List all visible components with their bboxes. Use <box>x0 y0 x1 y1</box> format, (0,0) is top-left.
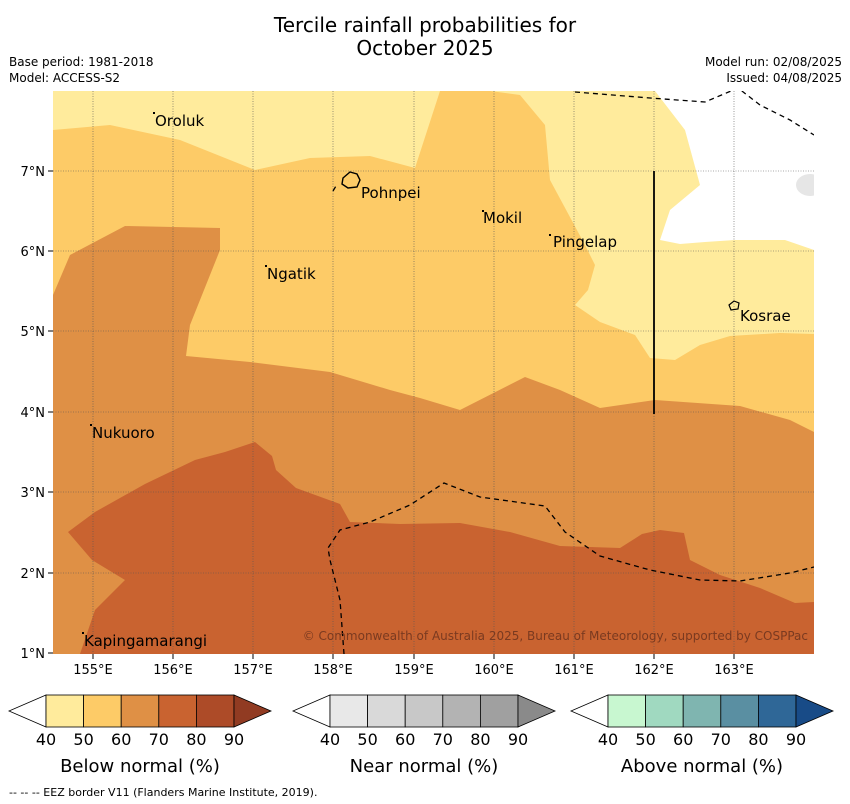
lat-tick: 5°N <box>21 325 46 340</box>
colorbar-over-triangle <box>233 694 273 728</box>
probability-field <box>53 91 814 654</box>
eez-border <box>327 91 814 654</box>
lon-tick: 157°E <box>233 663 273 678</box>
colorbar-segment <box>195 694 235 728</box>
colorbar-tick-label: 80 <box>186 730 206 749</box>
colorbar-tick-label: 40 <box>36 730 56 749</box>
colorbar-tick-label: 60 <box>673 730 693 749</box>
lat-tick-labels: 7°N 6°N 5°N 4°N 3°N 2°N 1°N <box>21 165 46 662</box>
lon-tick: 159°E <box>394 663 434 678</box>
label-kapingamarangi: Kapingamarangi <box>84 632 207 650</box>
label-pohnpei: Pohnpei <box>361 184 421 202</box>
colorbar-segment <box>607 694 646 728</box>
colorbar-tick-label: 50 <box>635 730 655 749</box>
model-name: Model: ACCESS-S2 <box>9 71 121 85</box>
colorbar-tick-label: 50 <box>73 730 93 749</box>
colorbar-segment <box>120 694 160 728</box>
label-mokil: Mokil <box>483 209 522 227</box>
colorbar-under-triangle <box>7 694 47 728</box>
colorbar-segment <box>404 694 444 728</box>
colorbar-tick-label: 60 <box>395 730 415 749</box>
colorbar-segment <box>45 694 84 728</box>
colorbar-segment <box>758 694 797 728</box>
colorbar-segment <box>329 694 368 728</box>
lon-tick: 162°E <box>634 663 674 678</box>
lon-tick: 161°E <box>554 663 594 678</box>
title-line-2: October 2025 <box>356 36 494 60</box>
colorbar-segment <box>645 694 684 728</box>
colorbar-tick-label: 90 <box>786 730 806 749</box>
colorbar-segment <box>479 694 519 728</box>
lat-tick: 4°N <box>21 406 46 421</box>
lat-tick: 1°N <box>21 647 46 662</box>
colorbar-tick-label: 40 <box>320 730 340 749</box>
colorbar-tick-label: 80 <box>748 730 768 749</box>
lon-tick: 155°E <box>73 663 113 678</box>
colorbar-under-triangle <box>569 694 609 728</box>
graticule <box>53 91 814 654</box>
colorbar-over-triangle <box>517 694 557 728</box>
colorbar-segment <box>682 694 722 728</box>
eez-footnote: -- -- -- EEZ border V11 (Flanders Marine… <box>9 786 318 799</box>
near-normal-patch <box>796 174 814 196</box>
lon-tick-labels: 155°E 156°E 157°E 158°E 159°E 160°E 161°… <box>73 663 754 678</box>
colorbar-tick-label: 70 <box>149 730 169 749</box>
axis-ticks <box>48 170 735 659</box>
colorbar-under-triangle <box>291 694 331 728</box>
colorbar-title: Below normal (%) <box>60 756 220 777</box>
pohnpei-outline <box>341 171 361 189</box>
band-70-80 <box>68 442 814 654</box>
issued-date: Issued: 04/08/2025 <box>726 71 842 85</box>
model-run: Model run: 02/08/2025 <box>704 55 842 69</box>
lat-tick: 7°N <box>21 165 46 180</box>
colorbar-title: Above normal (%) <box>621 756 783 777</box>
lon-tick: 163°E <box>714 663 754 678</box>
colorbar-tick-label: 60 <box>111 730 131 749</box>
label-nukuoro: Nukuoro <box>92 424 155 442</box>
colorbar-title: Near normal (%) <box>350 756 499 777</box>
lat-tick: 3°N <box>21 486 46 501</box>
colorbar-tick-label: 70 <box>711 730 731 749</box>
kosrae-outline <box>728 300 740 311</box>
title-line-1: Tercile rainfall probabilities for <box>273 13 577 37</box>
copyright-text: © Commonwealth of Australia 2025, Bureau… <box>303 629 808 643</box>
colorbar-tick-label: 90 <box>508 730 528 749</box>
colorbar-tick-label: 50 <box>357 730 377 749</box>
label-oroluk: Oroluk <box>155 112 204 130</box>
place-labels: Oroluk Pohnpei Mokil Pingelap Ngatik Kos… <box>84 112 791 650</box>
colorbar-tick-label: 90 <box>224 730 244 749</box>
colorbar-over-triangle <box>795 694 835 728</box>
colorbar-tick-label: 40 <box>598 730 618 749</box>
lat-tick: 2°N <box>21 567 46 582</box>
colorbar-segment <box>83 694 122 728</box>
colorbar-segment <box>367 694 406 728</box>
lon-tick: 158°E <box>313 663 353 678</box>
lon-tick: 156°E <box>153 663 193 678</box>
no-signal-area <box>625 91 814 250</box>
colorbar-segment <box>442 694 481 728</box>
label-ngatik: Ngatik <box>267 265 316 283</box>
label-pingelap: Pingelap <box>553 233 617 251</box>
colorbar-tick-label: 80 <box>470 730 490 749</box>
base-period: Base period: 1981-2018 <box>9 55 154 69</box>
atoll-marks <box>82 112 551 634</box>
colorbar-segment <box>720 694 759 728</box>
label-kosrae: Kosrae <box>740 307 791 325</box>
colorbar-near-normal: 40 50 60 70 80 90 Near normal (%) <box>291 694 557 777</box>
colorbar-segment <box>158 694 197 728</box>
colorbar-tick-label: 70 <box>433 730 453 749</box>
lon-tick: 160°E <box>474 663 514 678</box>
lat-tick: 6°N <box>21 245 46 260</box>
